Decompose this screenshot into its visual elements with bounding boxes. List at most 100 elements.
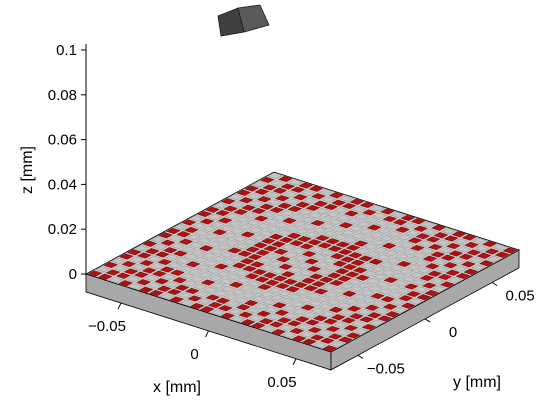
gray-pixel bbox=[193, 256, 209, 264]
gray-pixel bbox=[286, 259, 301, 266]
gray-pixel bbox=[300, 189, 316, 197]
gray-pixel bbox=[204, 233, 220, 240]
gray-pixel bbox=[385, 284, 401, 291]
x-axis-label: x [mm] bbox=[153, 379, 201, 396]
gray-pixel bbox=[186, 234, 202, 241]
red-pixel bbox=[502, 247, 518, 254]
gray-pixel bbox=[159, 293, 174, 300]
gray-pixel bbox=[472, 237, 487, 244]
red-pixel bbox=[370, 292, 385, 300]
gray-pixel bbox=[322, 257, 337, 264]
gray-pixel bbox=[356, 308, 372, 316]
gray-pixel bbox=[281, 244, 297, 251]
gray-pixel bbox=[364, 216, 380, 224]
gray-pixel bbox=[441, 227, 457, 235]
gray-pixel bbox=[282, 305, 298, 312]
red-pixel bbox=[289, 327, 305, 335]
gray-pixel bbox=[299, 331, 315, 338]
red-pixel bbox=[287, 320, 302, 327]
red-pixel bbox=[395, 226, 410, 233]
pixel-grid bbox=[87, 172, 518, 352]
y-tick bbox=[491, 282, 498, 286]
red-pixel bbox=[254, 188, 270, 195]
z-tick-label: 0.04 bbox=[48, 176, 77, 193]
red-pixel bbox=[329, 192, 344, 199]
red-pixel bbox=[323, 318, 338, 325]
gray-pixel bbox=[409, 271, 425, 278]
gray-pixel bbox=[213, 290, 228, 297]
red-pixel bbox=[461, 261, 476, 268]
red-pixel bbox=[269, 321, 284, 328]
red-pixel bbox=[315, 234, 330, 242]
gray-pixel bbox=[291, 247, 307, 254]
x-tick-label: 0.05 bbox=[267, 374, 296, 391]
red-pixel bbox=[348, 252, 363, 259]
gray-pixel bbox=[221, 259, 237, 266]
gray-pixel bbox=[354, 301, 370, 308]
gray-pixel bbox=[393, 280, 409, 287]
red-pixel bbox=[458, 253, 474, 260]
red-pixel bbox=[319, 276, 334, 283]
red-pixel bbox=[232, 262, 247, 269]
red-pixel bbox=[245, 246, 260, 253]
gray-pixel bbox=[144, 274, 159, 282]
red-pixel bbox=[242, 265, 257, 272]
gray-pixel bbox=[177, 292, 192, 299]
red-pixel bbox=[433, 232, 449, 239]
red-pixel bbox=[159, 266, 175, 273]
red-pixel bbox=[323, 203, 339, 211]
gray-pixel bbox=[387, 230, 402, 238]
red-pixel bbox=[155, 251, 170, 258]
red-pixel bbox=[262, 184, 278, 191]
red-pixel bbox=[118, 280, 133, 287]
red-pixel bbox=[332, 260, 347, 267]
gray-pixel bbox=[288, 266, 304, 274]
gray-pixel bbox=[302, 311, 318, 319]
gray-pixel bbox=[492, 244, 507, 251]
gray-pixel bbox=[129, 256, 144, 263]
red-pixel bbox=[344, 210, 359, 217]
gray-pixel bbox=[225, 213, 241, 220]
z-tick-label: 0.06 bbox=[48, 132, 77, 149]
red-pixel bbox=[358, 255, 373, 262]
gray-pixel bbox=[363, 270, 378, 277]
red-pixel bbox=[325, 238, 340, 245]
red-pixel bbox=[238, 311, 253, 318]
red-pixel bbox=[123, 268, 139, 275]
red-pixel bbox=[330, 253, 345, 260]
red-pixel bbox=[148, 289, 164, 297]
gray-pixel bbox=[256, 222, 271, 230]
gray-pixel bbox=[352, 206, 367, 213]
gray-pixel bbox=[211, 282, 226, 289]
red-pixel bbox=[446, 242, 461, 250]
gray-pixel bbox=[279, 297, 295, 305]
gray-pixel bbox=[201, 252, 217, 259]
red-pixel bbox=[253, 215, 269, 222]
red-pixel bbox=[421, 282, 437, 289]
gray-pixel bbox=[211, 255, 227, 263]
red-pixel bbox=[278, 263, 293, 270]
red-pixel bbox=[359, 201, 375, 209]
gray-pixel bbox=[375, 281, 391, 288]
gray-pixel bbox=[435, 239, 451, 246]
red-pixel bbox=[308, 273, 324, 280]
red-pixel bbox=[464, 241, 479, 249]
gray-pixel bbox=[418, 240, 433, 247]
gray-pixel bbox=[381, 269, 396, 276]
red-pixel bbox=[312, 315, 328, 322]
gray-pixel bbox=[374, 220, 390, 227]
gray-pixel bbox=[300, 216, 315, 223]
red-pixel bbox=[293, 194, 308, 201]
red-pixel bbox=[451, 231, 467, 238]
red-pixel bbox=[173, 250, 188, 257]
red-pixel bbox=[427, 270, 443, 277]
red-pixel bbox=[154, 278, 170, 285]
red-pixel bbox=[236, 189, 252, 196]
gray-pixel bbox=[267, 172, 283, 179]
red-pixel bbox=[275, 256, 291, 263]
gray-pixel bbox=[394, 253, 410, 260]
gray-pixel bbox=[271, 214, 287, 221]
gray-pixel bbox=[318, 303, 334, 310]
red-pixel bbox=[345, 244, 361, 251]
